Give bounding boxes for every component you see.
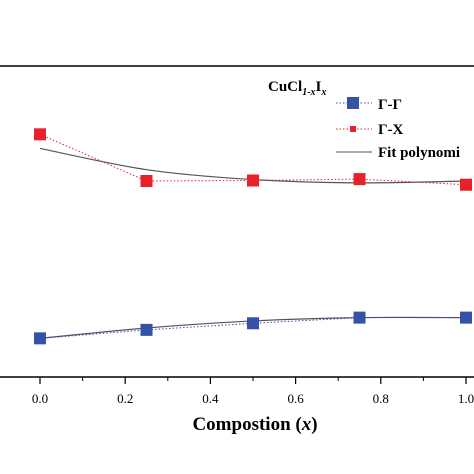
gamma-x-connector: [39, 133, 467, 186]
x-tick-label: 0.4: [202, 391, 219, 406]
gamma-gamma-point: [460, 311, 472, 324]
x-axis-title-text: Compostion (: [192, 414, 301, 435]
plot-frame: [0, 65, 474, 378]
x-axis-ticks: 0.0 0.2 0.4 0.6 0.8 1.0: [32, 377, 474, 406]
legend-gamma-x-label: Γ-X: [378, 122, 404, 138]
legend-title-sub2: x: [320, 87, 326, 98]
legend-fit-label: Fit polynomi: [378, 145, 460, 161]
legend-gamma-gamma-label: Γ-Γ: [378, 97, 402, 113]
legend: CuCl1-xIx Γ-Γ Γ-X Fit polynomi: [268, 79, 460, 161]
gamma-gamma-point: [247, 317, 259, 330]
x-axis-title-close: ): [311, 414, 317, 435]
gamma-x-point: [247, 174, 259, 187]
gamma-gamma-point: [34, 332, 46, 345]
legend-gamma-x-marker: [350, 126, 356, 132]
legend-title-base: CuCl: [268, 79, 302, 95]
legend-title-sub1: 1-x: [302, 87, 315, 98]
gamma-x-point: [140, 174, 153, 187]
x-tick-label: 0.6: [287, 391, 304, 406]
x-tick-label: 0.2: [117, 391, 133, 406]
gamma-x-point: [34, 128, 46, 141]
x-tick-label: 1.0: [458, 391, 474, 406]
x-tick-label: 0.8: [373, 391, 389, 406]
series-markers: [34, 128, 472, 345]
series-lines: [39, 133, 467, 339]
gamma-gamma-point: [140, 323, 153, 336]
x-axis-title: Compostion (x): [192, 414, 317, 435]
gamma-gamma-point: [353, 311, 366, 324]
x-tick-label: 0.0: [32, 391, 48, 406]
legend-gamma-gamma-marker: [347, 97, 359, 109]
x-axis-title-var: x: [301, 414, 312, 435]
gamma-x-point: [460, 178, 472, 191]
legend-title: CuCl1-xIx: [268, 79, 326, 98]
gamma-x-point: [353, 173, 366, 186]
legend-title-mid: I: [316, 79, 322, 95]
